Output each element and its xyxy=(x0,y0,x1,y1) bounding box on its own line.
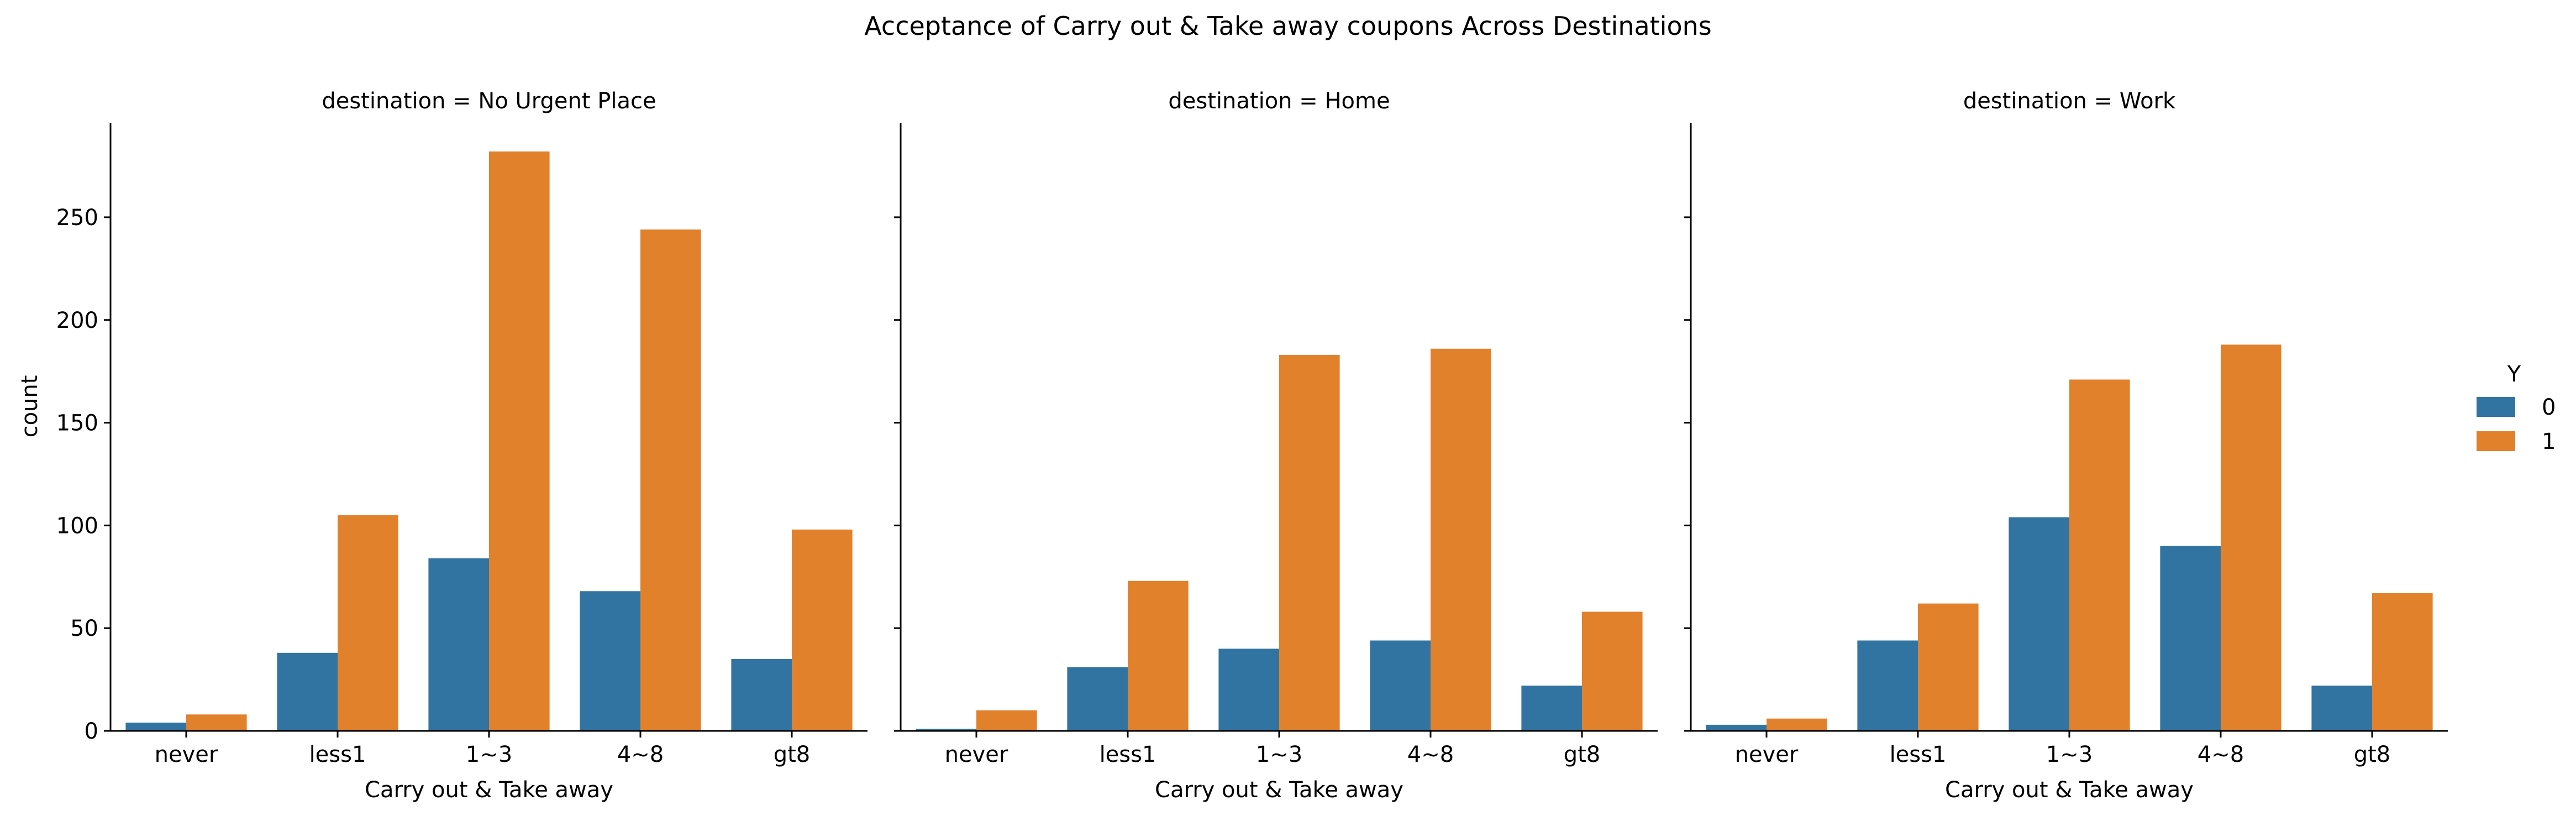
bar-never-y1 xyxy=(1767,718,1827,731)
bar-4~8-y0 xyxy=(2160,546,2221,731)
y-tick-label: 250 xyxy=(56,205,98,231)
bar-gt8-y1 xyxy=(2372,593,2433,731)
bar-gt8-y0 xyxy=(731,658,792,731)
bar-less1-y0 xyxy=(1067,667,1128,731)
legend-title: Y xyxy=(2507,362,2521,387)
bar-1~3-y1 xyxy=(1279,354,1340,731)
chart-panels: destination = No Urgent Place 0 50 100 150 20… xyxy=(56,88,2448,803)
x-tick-label: 4~8 xyxy=(2198,742,2244,767)
bar-1~3-y0 xyxy=(428,558,489,731)
bar-gt8-y1 xyxy=(1582,611,1643,731)
x-tick-label: gt8 xyxy=(2354,742,2391,767)
x-tick-label: less1 xyxy=(1890,742,1947,767)
bar-4~8-y1 xyxy=(1431,348,1491,731)
x-tick-label: 4~8 xyxy=(1407,742,1454,767)
bar-4~8-y1 xyxy=(640,229,701,731)
bar-less1-y1 xyxy=(338,515,398,731)
legend-label-y1: 1 xyxy=(2542,429,2556,454)
x-axis-label: Carry out & Take away xyxy=(1155,777,1403,803)
x-tick-label: gt8 xyxy=(1564,742,1601,767)
bar-less1-y0 xyxy=(1857,640,1918,731)
panel-title: destination = Home xyxy=(1168,88,1390,114)
x-axis-label: Carry out & Take away xyxy=(365,777,613,803)
bar-less1-y1 xyxy=(1128,581,1189,731)
y-tick-label: 200 xyxy=(56,308,98,333)
y-tick-label: 100 xyxy=(56,513,98,538)
bar-never-y0 xyxy=(125,723,186,731)
legend-label-y0: 0 xyxy=(2542,395,2556,420)
bar-1~3-y0 xyxy=(1218,649,1279,731)
bar-never-y0 xyxy=(1706,724,1767,731)
legend-swatch-y1 xyxy=(2477,431,2515,451)
x-tick-label: never xyxy=(1735,742,1799,767)
bar-never-y1 xyxy=(976,710,1037,731)
bar-gt8-y1 xyxy=(792,529,853,731)
x-tick-label: gt8 xyxy=(774,742,811,767)
x-tick-label: 4~8 xyxy=(617,742,664,767)
legend-swatch-y0 xyxy=(2477,397,2515,417)
bar-4~8-y0 xyxy=(1370,640,1431,731)
x-tick-label: never xyxy=(155,742,218,767)
x-tick-label: less1 xyxy=(309,742,366,767)
panel-2: destination = Home never less1 1~3 4~8 gt8 Car… xyxy=(894,88,1658,803)
y-tick-label: 150 xyxy=(56,411,98,436)
bar-gt8-y0 xyxy=(1521,686,1582,731)
bar-less1-y1 xyxy=(1918,603,1979,731)
bar-less1-y0 xyxy=(277,652,338,731)
x-tick-label: less1 xyxy=(1100,742,1156,767)
bar-4~8-y1 xyxy=(2221,344,2281,731)
bar-gt8-y0 xyxy=(2311,686,2372,731)
bar-1~3-y0 xyxy=(2009,517,2069,731)
legend: Y 0 1 xyxy=(2477,362,2556,454)
y-tick-label: 50 xyxy=(70,616,98,641)
x-tick-label: 1~3 xyxy=(466,742,512,767)
x-tick-label: 1~3 xyxy=(2046,742,2093,767)
bar-never-y0 xyxy=(916,729,976,731)
bar-1~3-y1 xyxy=(2069,379,2130,731)
y-axis-label: count xyxy=(17,375,43,438)
panel-1: destination = No Urgent Place 0 50 100 150 20… xyxy=(56,88,868,803)
x-tick-label: 1~3 xyxy=(1256,742,1302,767)
bar-never-y1 xyxy=(186,714,247,731)
x-tick-label: never xyxy=(945,742,1008,767)
y-tick-label: 0 xyxy=(85,719,98,744)
panel-title: destination = No Urgent Place xyxy=(322,88,656,114)
x-axis-label: Carry out & Take away xyxy=(1945,777,2194,803)
chart-title: Acceptance of Carry out & Take away coup… xyxy=(864,11,1712,41)
bar-1~3-y1 xyxy=(489,151,550,731)
panel-title: destination = Work xyxy=(1963,88,2176,114)
bar-4~8-y0 xyxy=(580,591,640,731)
panel-3: destination = Work never less1 1~3 4~8 gt8 Car… xyxy=(1684,88,2448,803)
